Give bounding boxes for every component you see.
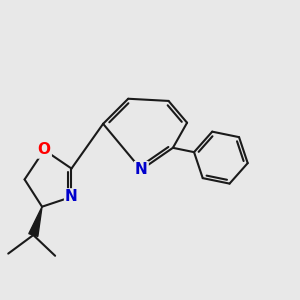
Polygon shape — [29, 207, 42, 236]
Text: N: N — [65, 189, 78, 204]
Text: N: N — [135, 162, 148, 177]
Text: O: O — [38, 142, 51, 158]
